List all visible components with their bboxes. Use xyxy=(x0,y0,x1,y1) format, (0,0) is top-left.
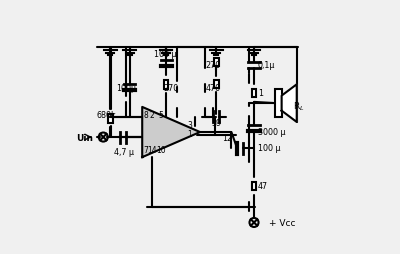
Text: 100 µ: 100 µ xyxy=(154,50,176,59)
Text: 5: 5 xyxy=(159,111,164,120)
Text: 7: 7 xyxy=(144,146,148,155)
Bar xyxy=(164,80,168,89)
Text: 10: 10 xyxy=(156,146,166,155)
Bar xyxy=(214,58,218,66)
Text: 270: 270 xyxy=(163,84,178,92)
Bar xyxy=(252,182,256,190)
Text: 14: 14 xyxy=(147,146,156,155)
Text: 3: 3 xyxy=(188,121,192,130)
Text: 470: 470 xyxy=(206,84,221,92)
Text: 39: 39 xyxy=(211,119,221,128)
Text: 47: 47 xyxy=(258,182,268,190)
Bar xyxy=(214,80,218,88)
Text: 0,1µ: 0,1µ xyxy=(258,61,275,70)
Bar xyxy=(108,114,112,123)
Text: 8: 8 xyxy=(144,111,148,120)
Text: 680k: 680k xyxy=(96,111,116,120)
Text: 1: 1 xyxy=(188,130,192,139)
Bar xyxy=(275,89,282,117)
Text: 3000 µ: 3000 µ xyxy=(258,128,285,136)
Text: 100µ: 100µ xyxy=(116,84,136,92)
Text: 1: 1 xyxy=(258,89,263,98)
Text: + Vcc: + Vcc xyxy=(269,219,296,228)
Text: R$_L$: R$_L$ xyxy=(294,101,305,113)
Polygon shape xyxy=(142,107,200,157)
Text: Uin: Uin xyxy=(76,134,93,143)
Text: 2: 2 xyxy=(149,111,154,120)
Bar xyxy=(252,89,256,98)
Text: 12: 12 xyxy=(222,134,233,143)
Text: 270: 270 xyxy=(206,61,221,70)
Text: 4,7 µ: 4,7 µ xyxy=(114,148,134,157)
Text: 100 µ: 100 µ xyxy=(258,144,280,153)
Polygon shape xyxy=(282,84,297,122)
